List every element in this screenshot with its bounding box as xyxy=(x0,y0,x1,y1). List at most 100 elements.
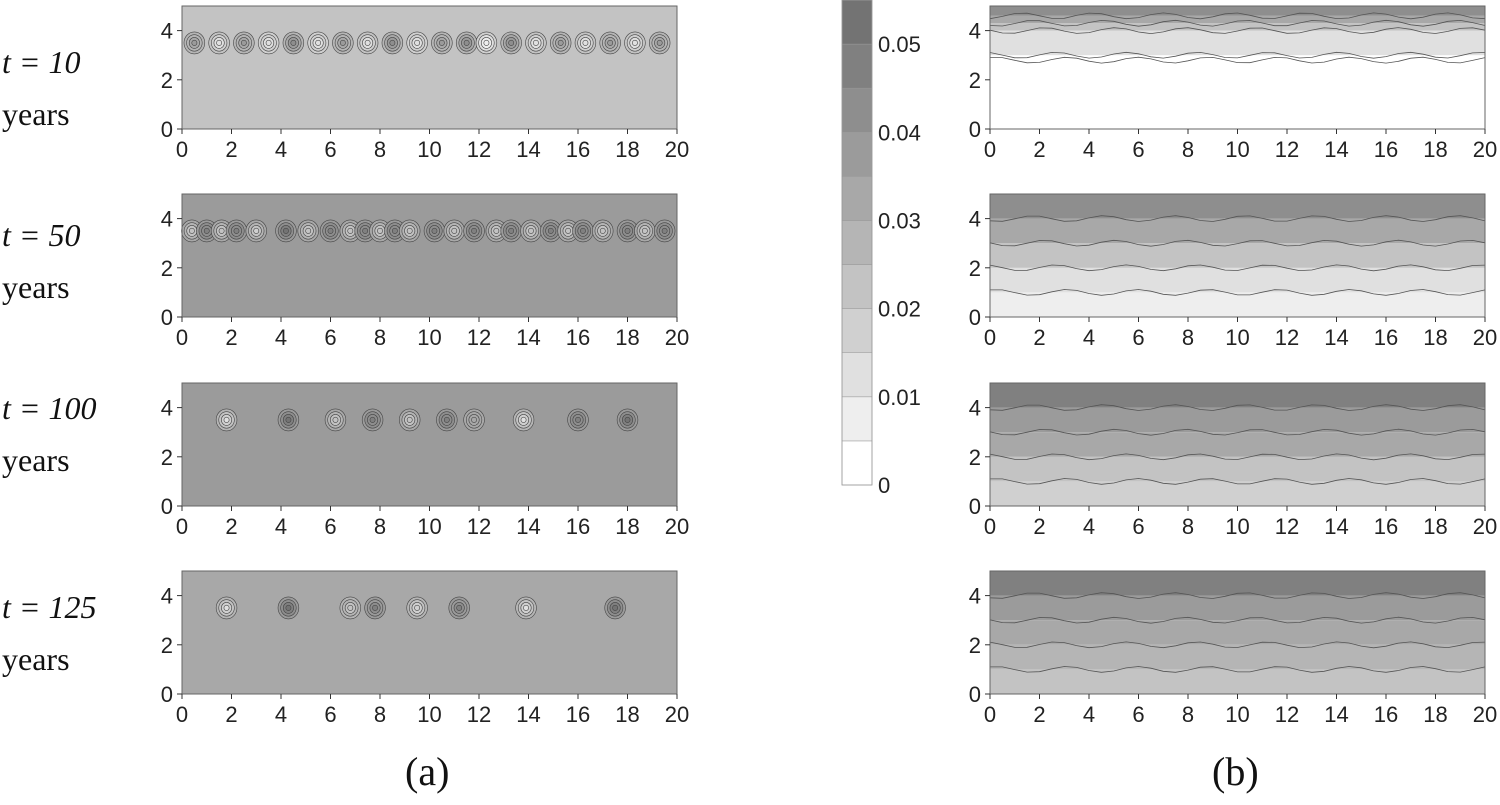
x-tick-label: 0 xyxy=(984,514,996,539)
x-tick-label: 18 xyxy=(1423,325,1447,350)
y-tick-label: 2 xyxy=(161,633,173,658)
contour-cell xyxy=(493,227,500,234)
contour-cell xyxy=(528,227,534,234)
x-tick-label: 8 xyxy=(374,325,386,350)
contour-line xyxy=(989,592,1486,599)
contour-cell xyxy=(443,416,450,423)
x-tick-label: 14 xyxy=(1324,702,1348,727)
x-tick-label: 0 xyxy=(984,137,996,162)
panel-label-b: (b) xyxy=(1212,749,1259,794)
contour-band xyxy=(990,194,1485,219)
contour-line xyxy=(989,239,1486,247)
colorbar-band xyxy=(841,220,873,265)
contour-cell xyxy=(599,227,606,234)
contour-cell xyxy=(315,39,322,46)
x-tick-label: 4 xyxy=(1083,702,1095,727)
contour-cell xyxy=(451,227,458,234)
x-tick-label: 0 xyxy=(984,325,996,350)
time-label: t = 125 xyxy=(2,589,97,625)
contour-cell xyxy=(372,604,378,611)
contour-cell xyxy=(624,416,631,423)
colorbar-band xyxy=(841,176,873,221)
x-tick-label: 20 xyxy=(1473,137,1497,162)
x-tick-label: 2 xyxy=(225,702,237,727)
x-tick-label: 8 xyxy=(1182,702,1194,727)
x-tick-label: 14 xyxy=(1324,325,1348,350)
contour-band xyxy=(990,571,1485,596)
x-tick-label: 16 xyxy=(1374,325,1398,350)
contour-cell xyxy=(414,604,421,611)
contour-band xyxy=(990,6,1485,16)
x-tick-label: 20 xyxy=(1473,514,1497,539)
contour-band xyxy=(990,60,1485,130)
colorbar-band xyxy=(841,264,873,309)
x-tick-label: 20 xyxy=(665,514,689,539)
colorbar-tick-label: 0 xyxy=(878,473,890,498)
contour-cell xyxy=(523,604,529,611)
contour-cell xyxy=(471,227,477,234)
contour-line xyxy=(989,27,1486,35)
x-tick-label: 14 xyxy=(516,514,540,539)
colorbar-band xyxy=(841,0,873,45)
contour-cell xyxy=(641,227,648,234)
x-tick-label: 12 xyxy=(467,514,491,539)
row-label-t125: t = 125 years xyxy=(2,591,96,675)
x-tick-label: 2 xyxy=(225,514,237,539)
colorbar-tick-label: 0.05 xyxy=(878,32,921,57)
plot-background xyxy=(182,6,677,129)
row-label-t50: t = 50 years xyxy=(2,219,80,303)
x-tick-label: 0 xyxy=(984,702,996,727)
x-tick-label: 10 xyxy=(417,514,441,539)
x-tick-label: 4 xyxy=(1083,137,1095,162)
plot-background xyxy=(182,571,677,694)
contour-cell xyxy=(240,39,247,46)
x-tick-label: 20 xyxy=(665,325,689,350)
y-tick-label: 2 xyxy=(969,68,981,93)
contour-band xyxy=(990,595,1485,621)
plot-background xyxy=(182,383,677,506)
contour-band xyxy=(990,669,1485,694)
x-tick-label: 18 xyxy=(615,325,639,350)
time-label: t = 100 xyxy=(2,390,97,426)
x-tick-label: 10 xyxy=(1225,325,1249,350)
y-tick-label: 4 xyxy=(161,19,173,44)
x-tick-label: 18 xyxy=(615,514,639,539)
contour-panel: 0 2 4 6 8 10 12 14 16 18 20 0 2 4 xyxy=(969,193,1497,350)
contour-band xyxy=(990,292,1485,317)
y-tick-label: 0 xyxy=(969,494,981,519)
contour-cell xyxy=(377,227,383,234)
colorbar: 0.05 0.04 0.03 0.02 0.01 0 xyxy=(841,0,921,498)
x-tick-label: 16 xyxy=(566,137,590,162)
time-label: t = 10 xyxy=(2,44,81,80)
contour-panel: 0 2 4 6 8 10 12 14 16 18 20 0 2 4 xyxy=(161,193,689,350)
contour-band xyxy=(990,218,1485,244)
contour-cell xyxy=(362,227,369,234)
x-tick-label: 4 xyxy=(275,137,287,162)
unit-label: years xyxy=(2,442,70,478)
y-tick-label: 0 xyxy=(161,117,173,142)
contour-cell xyxy=(471,416,477,423)
contour-band xyxy=(990,432,1485,457)
contour-cell xyxy=(223,416,230,423)
unit-label: years xyxy=(2,641,70,677)
x-tick-label: 14 xyxy=(516,702,540,727)
x-tick-label: 0 xyxy=(176,514,188,539)
x-tick-label: 18 xyxy=(1423,514,1447,539)
contour-band xyxy=(990,407,1485,433)
contour-cell xyxy=(533,39,539,46)
contour-band xyxy=(990,243,1485,268)
x-tick-label: 8 xyxy=(1182,514,1194,539)
x-tick-label: 2 xyxy=(1033,325,1045,350)
colorbar-tick-label: 0.01 xyxy=(878,385,921,410)
contour-cell xyxy=(508,227,515,234)
x-tick-label: 2 xyxy=(1033,702,1045,727)
y-tick-label: 2 xyxy=(969,256,981,281)
contour-cell xyxy=(456,604,463,611)
contour-cell xyxy=(253,227,260,234)
contour-line xyxy=(989,264,1486,272)
contour-cell xyxy=(327,227,334,234)
x-tick-label: 6 xyxy=(1132,514,1144,539)
x-tick-label: 4 xyxy=(275,325,287,350)
contour-cell xyxy=(285,416,292,423)
